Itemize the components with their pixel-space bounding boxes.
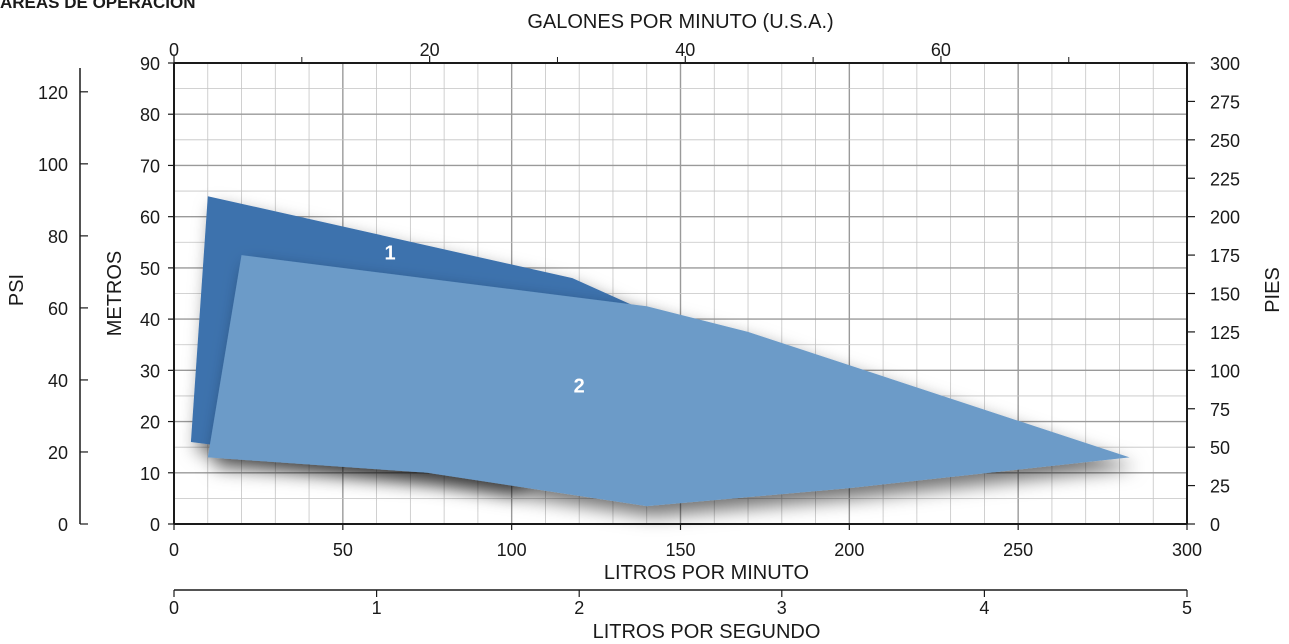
feet-axis-tick-label: 150 <box>1210 285 1240 305</box>
feet-axis-tick-label: 175 <box>1210 246 1240 266</box>
feet-axis-tick-label: 0 <box>1210 515 1220 535</box>
lps-axis-tick-label: 5 <box>1182 598 1192 618</box>
feet-axis-tick-label: 225 <box>1210 169 1240 189</box>
lps-axis-tick-label: 3 <box>777 598 787 618</box>
chart-title: ÁREAS DE OPERACIÓN <box>0 0 196 12</box>
feet-axis-tick-label: 200 <box>1210 208 1240 228</box>
meters-axis-tick-label: 0 <box>150 515 160 535</box>
lps-axis-tick-label: 2 <box>574 598 584 618</box>
meters-axis-label: METROS <box>104 251 126 337</box>
feet-axis-tick-label: 50 <box>1210 438 1230 458</box>
operating-area-label-2: 2 <box>574 376 585 398</box>
operating-area-label-1: 1 <box>385 243 396 265</box>
bottom-axis-tick-label: 150 <box>665 540 695 560</box>
psi-axis-tick-label: 40 <box>48 371 68 391</box>
feet-axis-tick-label: 75 <box>1210 400 1230 420</box>
bottom-axis-tick-label: 300 <box>1172 540 1202 560</box>
top-axis-tick-label: 40 <box>675 40 695 60</box>
feet-axis-tick-label: 275 <box>1210 92 1240 112</box>
operating-area-2 <box>207 255 1130 507</box>
feet-axis-tick-label: 125 <box>1210 323 1240 343</box>
top-axis-tick-label: 20 <box>420 40 440 60</box>
lps-axis-tick-label: 4 <box>979 598 989 618</box>
meters-axis-tick-label: 90 <box>140 54 160 74</box>
bottom-axis-tick-label: 200 <box>834 540 864 560</box>
feet-axis-tick-label: 300 <box>1210 54 1240 74</box>
meters-axis-tick-label: 80 <box>140 105 160 125</box>
meters-axis-tick-label: 30 <box>140 361 160 381</box>
psi-axis-tick-label: 80 <box>48 227 68 247</box>
psi-axis-tick-label: 60 <box>48 299 68 319</box>
bottom-axis-tick-label: 50 <box>333 540 353 560</box>
psi-axis-tick-label: 120 <box>38 83 68 103</box>
meters-axis-tick-label: 70 <box>140 156 160 176</box>
top-axis-label: GALONES POR MINUTO (U.S.A.) <box>527 11 833 33</box>
meters-axis-tick-label: 10 <box>140 464 160 484</box>
bottom-axis-tick-label: 0 <box>169 540 179 560</box>
feet-axis-label: PIES <box>1262 267 1284 313</box>
psi-axis-tick-label: 0 <box>58 515 68 535</box>
psi-axis-tick-label: 20 <box>48 443 68 463</box>
bottom-axis-tick-label: 100 <box>497 540 527 560</box>
psi-axis-label: PSI <box>6 274 28 306</box>
axes: GALONES POR MINUTO (U.S.A.)0 20 40 600 50 100… <box>6 11 1284 643</box>
meters-axis-tick-label: 50 <box>140 259 160 279</box>
feet-axis-tick-label: 250 <box>1210 131 1240 151</box>
meters-axis-tick-label: 60 <box>140 208 160 228</box>
bottom-axis-label: LITROS POR MINUTO <box>604 562 809 584</box>
bottom-axis-tick-label: 250 <box>1003 540 1033 560</box>
lps-axis-tick-label: 0 <box>169 598 179 618</box>
meters-axis-tick-label: 40 <box>140 310 160 330</box>
top-axis-tick-label: 0 <box>169 40 179 60</box>
lps-axis-label: LITROS POR SEGUNDO <box>593 621 821 643</box>
psi-axis-tick-label: 100 <box>38 155 68 175</box>
feet-axis-tick-label: 100 <box>1210 361 1240 381</box>
meters-axis-tick-label: 20 <box>140 413 160 433</box>
top-axis-tick-label: 60 <box>931 40 951 60</box>
feet-axis-tick-label: 25 <box>1210 477 1230 497</box>
areas: 12 <box>190 196 1130 507</box>
lps-axis-tick-label: 1 <box>372 598 382 618</box>
